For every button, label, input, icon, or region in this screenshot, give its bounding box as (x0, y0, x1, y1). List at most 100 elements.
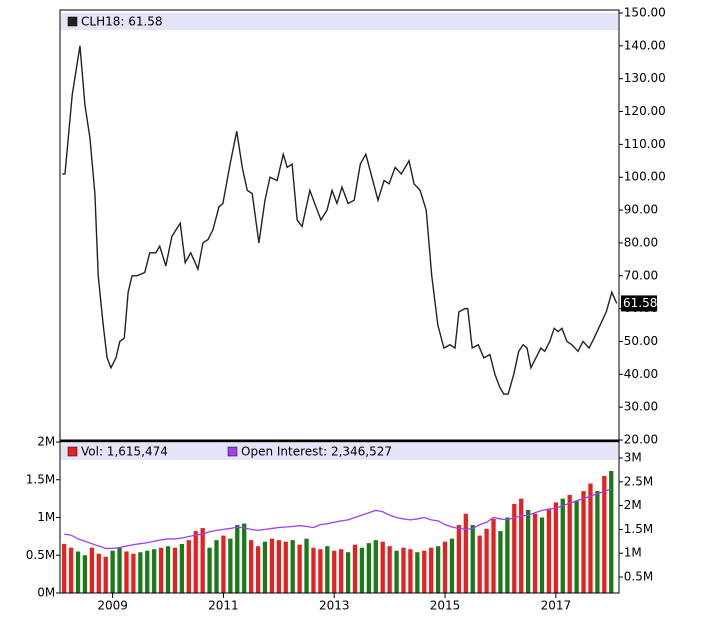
volume-bar (96, 553, 101, 593)
volume-bar (297, 544, 302, 593)
y-tick-label: 0.5M (624, 570, 653, 584)
volume-bar (581, 491, 586, 593)
legend-swatch (227, 446, 238, 457)
volume-bar (401, 547, 406, 593)
volume-bar (352, 544, 358, 593)
volume-bar (491, 519, 496, 593)
y-tick-label: 2M (624, 498, 642, 512)
current-value-label: 61.58 (623, 296, 657, 310)
volume-bar (311, 547, 316, 593)
volume-bar (304, 538, 309, 593)
legend-swatch (67, 16, 78, 27)
volume-bar (470, 525, 475, 593)
legend-label: CLH18: 61.58 (81, 15, 163, 29)
volume-bar (103, 556, 108, 593)
volume-bar (339, 549, 344, 593)
y-tick-label: 0.5M (26, 548, 55, 562)
volume-bar (477, 535, 482, 593)
volume-bar (546, 508, 552, 593)
volume-bar (567, 494, 572, 593)
volume-bar (442, 541, 448, 593)
volume-bar (449, 538, 455, 593)
volume-bar (505, 517, 510, 593)
volume-bar (82, 555, 88, 593)
volume-bar (519, 498, 524, 593)
volume-bar (242, 523, 247, 593)
legend-band (61, 443, 618, 460)
volume-bar (179, 543, 185, 593)
y-tick-label: 110.00 (624, 137, 666, 151)
y-tick-label: 100.00 (624, 170, 666, 184)
volume-bar (498, 531, 503, 593)
volume-bar (415, 552, 420, 593)
volume-bar (456, 525, 462, 593)
volume-bar (235, 525, 240, 593)
volume-bar (248, 540, 254, 593)
x-tick-label: 2015 (430, 599, 461, 613)
volume-bar (158, 547, 164, 593)
x-tick-label: 2011 (208, 599, 239, 613)
y-tick-label: 1M (624, 546, 642, 560)
y-tick-label: 150.00 (624, 6, 666, 20)
volume-bar (588, 483, 593, 593)
data-line (62, 45, 618, 395)
volume-bar (75, 551, 81, 593)
volume-bar (484, 528, 489, 593)
x-tick-label: 2017 (541, 599, 572, 613)
volume-bar (595, 491, 600, 593)
volume-bar (193, 531, 198, 593)
volume-bar (207, 547, 212, 593)
volume-bar (359, 547, 365, 593)
volume-bar (131, 553, 136, 593)
volume-bar (366, 543, 372, 593)
data-line (64, 488, 612, 550)
volume-bar (609, 471, 614, 593)
volume-bar (394, 550, 399, 593)
volume-bar (332, 550, 337, 593)
volume-bar (422, 550, 427, 593)
y-tick-label: 30.00 (624, 400, 658, 414)
volume-bar (560, 498, 565, 593)
volume-bar (124, 551, 129, 593)
volume-bar (262, 541, 268, 593)
y-tick-label: 20.00 (624, 433, 658, 447)
legend-label: Vol: 1,615,474 (81, 445, 168, 459)
y-tick-label: 3M (624, 450, 642, 464)
volume-bar (463, 513, 468, 593)
volume-bar (138, 552, 143, 593)
volume-bar (117, 547, 122, 593)
volume-bar (435, 546, 441, 593)
y-tick-label: 70.00 (624, 268, 658, 282)
y-tick-label: 1.5M (624, 522, 653, 536)
volume-bar (62, 543, 67, 593)
volume-bar (290, 540, 295, 593)
volume-bar (602, 475, 607, 593)
volume-bar (373, 540, 378, 593)
volume-bar (228, 538, 233, 593)
volume-bar (325, 546, 330, 593)
x-tick-label: 2009 (97, 599, 128, 613)
volume-bar (68, 547, 74, 593)
y-tick-label: 0M (37, 586, 55, 600)
volume-bar (269, 538, 275, 593)
y-tick-label: 80.00 (624, 235, 658, 249)
current-value-box (621, 295, 657, 312)
volume-bar (276, 540, 281, 593)
volume-bar (387, 546, 392, 593)
legend-label: Open Interest: 2,346,527 (241, 445, 392, 459)
volume-bar (186, 540, 191, 593)
volume-bar (172, 547, 178, 593)
volume-bar (525, 509, 531, 593)
volume-bar (200, 528, 205, 593)
volume-bar (429, 547, 434, 593)
volume-bar (145, 550, 150, 593)
volume-bar (532, 513, 538, 593)
legend-band (61, 13, 618, 30)
y-tick-label: 2.5M (624, 474, 653, 488)
volume-bar (553, 502, 558, 593)
y-tick-label: 140.00 (624, 38, 666, 52)
y-tick-label: 90.00 (624, 203, 658, 217)
volume-bar (512, 503, 517, 593)
y-tick-label: 2M (37, 435, 55, 449)
volume-bar (110, 550, 115, 593)
